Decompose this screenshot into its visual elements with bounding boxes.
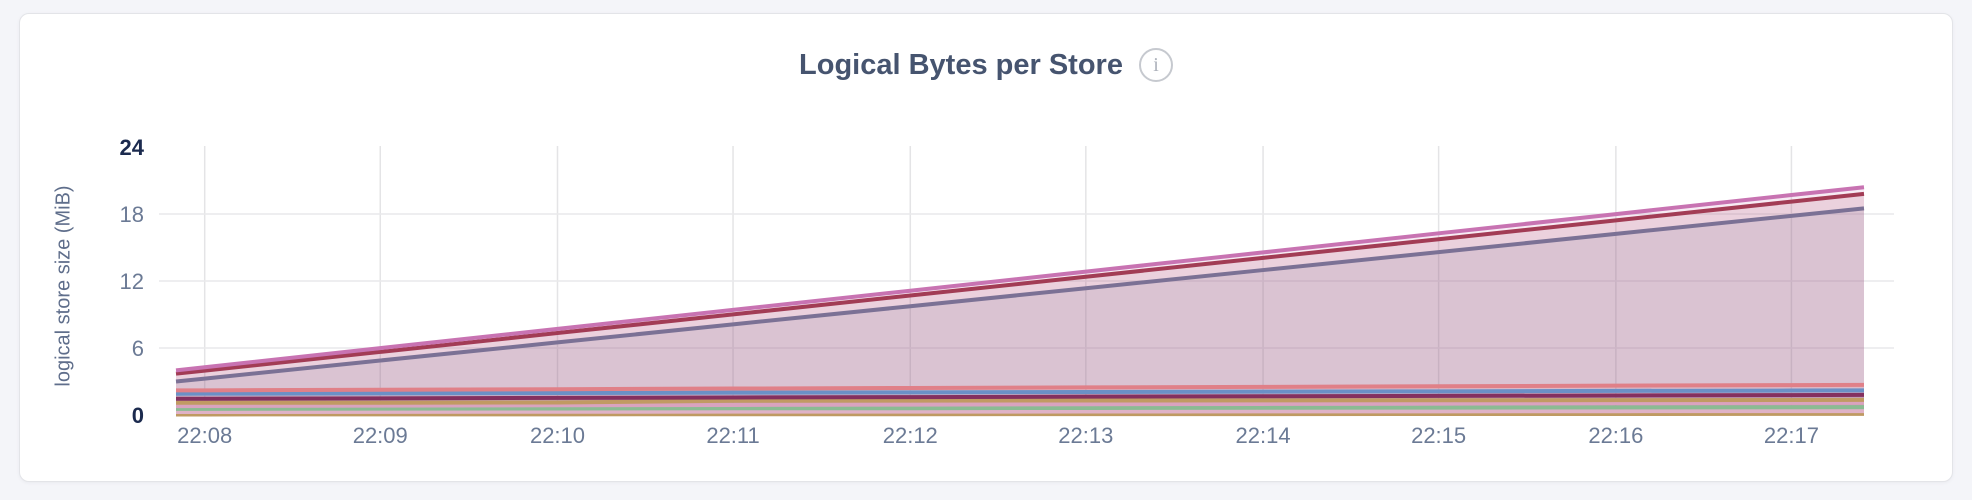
series-line xyxy=(176,409,1864,414)
x-tick-label: 22:15 xyxy=(1411,423,1466,448)
x-tick-label: 22:13 xyxy=(1058,423,1113,448)
x-tick-label: 22:17 xyxy=(1764,423,1819,448)
y-tick-label: 24 xyxy=(120,135,145,160)
series-line xyxy=(175,185,1865,373)
x-tick-label: 22:16 xyxy=(1588,423,1643,448)
x-tick-label: 22:14 xyxy=(1236,423,1291,448)
y-tick-label: 12 xyxy=(120,269,144,294)
metric-chart-card: Logical Bytes per Store i logical store … xyxy=(19,13,1953,482)
series-line xyxy=(175,392,1865,401)
y-tick-label: 0 xyxy=(132,403,144,428)
series-line xyxy=(176,397,1865,405)
series-area xyxy=(176,193,1864,415)
info-icon-glyph: i xyxy=(1153,53,1159,76)
series-line xyxy=(175,206,1865,384)
series-line xyxy=(175,382,1865,393)
x-tick-label: 22:11 xyxy=(706,423,759,448)
series-line xyxy=(176,411,1864,417)
x-tick-label: 22:08 xyxy=(177,423,232,448)
info-icon[interactable]: i xyxy=(1138,48,1173,82)
series-line xyxy=(175,388,1865,396)
x-tick-label: 22:09 xyxy=(353,423,408,448)
x-tick-label: 22:12 xyxy=(883,423,938,448)
series-line xyxy=(175,400,1865,409)
series-area xyxy=(176,208,1864,415)
line-chart: 22:08 22:09 22:10 22:11 22:12 22:13 22:14 22:15… xyxy=(120,135,1894,448)
y-tick-label: 6 xyxy=(132,336,144,361)
series-line xyxy=(175,191,1865,376)
y-tick-label: 18 xyxy=(120,202,144,227)
chart-header: Logical Bytes per Store i xyxy=(20,47,1952,83)
chart-plot-area[interactable] xyxy=(159,146,1894,415)
x-tick-label: 22:10 xyxy=(530,423,585,448)
chart-title: Logical Bytes per Store xyxy=(799,49,1123,81)
series-line xyxy=(176,405,1865,411)
series-area xyxy=(176,187,1864,415)
